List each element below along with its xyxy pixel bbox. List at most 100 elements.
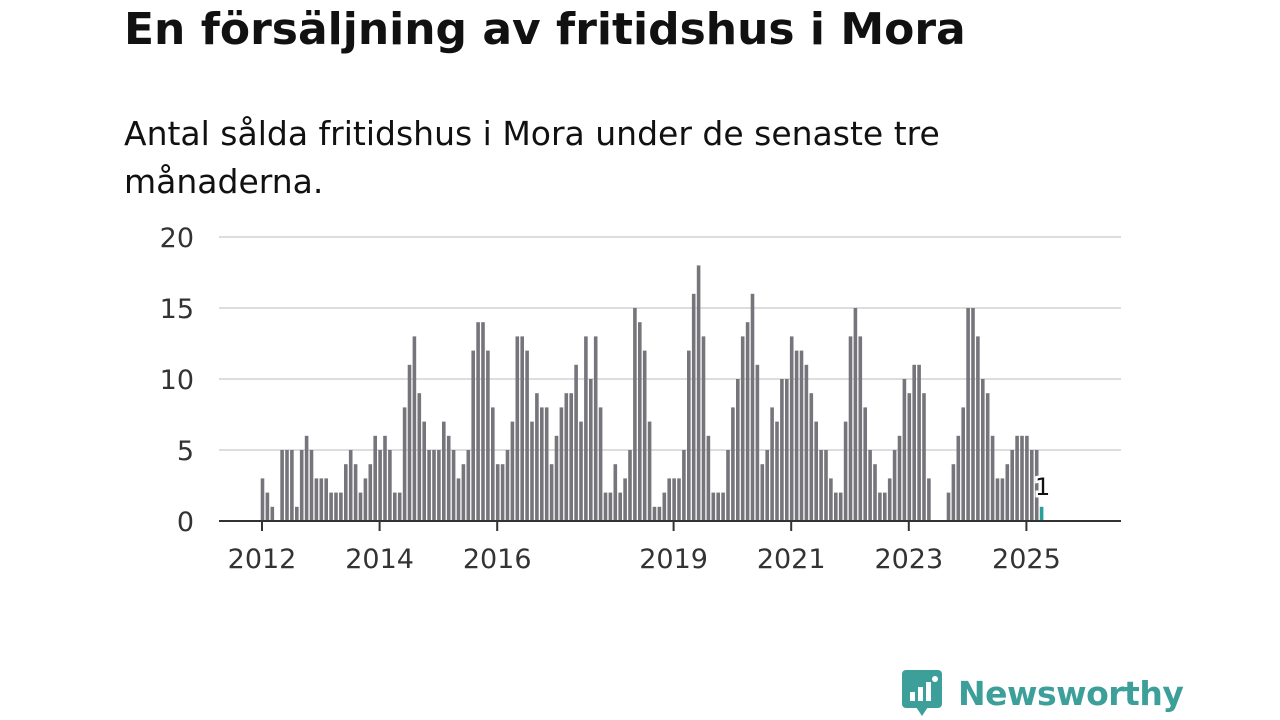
bar: [260, 478, 265, 521]
bar: [726, 450, 730, 521]
y-axis-ticks: 0 5 10 15 20: [160, 223, 194, 538]
bar: [339, 492, 343, 521]
bar: [682, 450, 686, 521]
bar: [672, 478, 676, 521]
bar: [295, 506, 299, 521]
bar: [628, 450, 632, 521]
x-tick-label: 2016: [463, 544, 532, 575]
bar: [393, 492, 397, 521]
bar: [995, 478, 1000, 521]
bar: [794, 350, 799, 521]
bar: [912, 364, 916, 521]
bar: [363, 478, 368, 521]
bar: [677, 478, 681, 521]
bar: [486, 350, 490, 521]
bar: [1015, 435, 1019, 521]
bar: [603, 492, 608, 521]
bar: [638, 322, 642, 521]
bar: [907, 393, 912, 521]
bar: [696, 265, 701, 521]
bar: [976, 336, 980, 521]
bar: [917, 364, 921, 521]
bar: [1030, 450, 1034, 521]
bar: [838, 492, 843, 521]
bar: [750, 293, 755, 521]
bar: [804, 364, 809, 521]
bar: [579, 421, 583, 521]
bar: [397, 492, 402, 521]
bar: [535, 393, 539, 521]
y-tick-label: 0: [177, 507, 194, 538]
bar: [407, 364, 412, 521]
bar: [476, 322, 480, 521]
page-title: En försäljning av fritidshus i Mora: [124, 4, 966, 55]
bar: [985, 393, 990, 521]
bar: [990, 435, 995, 521]
newsworthy-logo-icon: [902, 670, 942, 716]
bar: [971, 308, 975, 521]
bar: [780, 379, 784, 521]
x-tick-label: 2014: [345, 544, 414, 575]
bar: [736, 379, 740, 521]
y-tick-label: 10: [160, 365, 194, 396]
bar: [265, 492, 270, 521]
bar: [471, 350, 475, 521]
bar: [961, 407, 965, 521]
bar: [525, 350, 529, 521]
bar: [1000, 478, 1005, 521]
bar: [544, 407, 549, 521]
bar: [309, 450, 314, 521]
bar: [314, 478, 319, 521]
bar: [1020, 435, 1024, 521]
bar: [290, 450, 294, 521]
bar: [388, 450, 392, 521]
bar: [657, 506, 662, 521]
bar: [721, 492, 725, 521]
bar: [892, 450, 897, 521]
bar: [520, 336, 524, 521]
bar: [456, 478, 461, 521]
bar: [887, 478, 892, 521]
bar: [765, 450, 769, 521]
x-axis-ticks: 2012 2014 2016 2019 2021 2023 2025: [228, 521, 1061, 575]
bar: [378, 450, 382, 521]
bar: [711, 492, 716, 521]
bar: [785, 379, 789, 521]
bar: [319, 478, 324, 521]
bar: [584, 336, 588, 521]
bar: [324, 478, 328, 521]
bar: [652, 506, 657, 521]
bar: [304, 435, 309, 521]
bar: [481, 322, 485, 521]
bar: [843, 421, 848, 521]
bar: [368, 464, 373, 521]
bar: [373, 435, 377, 521]
bar: [701, 336, 706, 521]
bar: [799, 350, 804, 521]
bar: [299, 450, 304, 521]
bar: [451, 450, 456, 521]
bar: [1005, 464, 1010, 521]
bar: [530, 421, 534, 521]
bar: [554, 435, 559, 521]
bar: [510, 421, 515, 521]
bar: [598, 407, 603, 521]
bar: [412, 336, 417, 521]
x-tick-label: 2019: [639, 544, 708, 575]
bar: [687, 350, 691, 521]
bar: [745, 322, 750, 521]
bar: [569, 393, 573, 521]
bar: [770, 407, 774, 521]
bar: [897, 435, 902, 521]
bar-highlight: [1039, 506, 1044, 521]
bar: [437, 450, 441, 521]
y-tick-label: 20: [160, 223, 194, 254]
bar: [966, 308, 970, 521]
x-tick-label: 2012: [228, 544, 297, 575]
bars: [260, 265, 1044, 521]
bar: [329, 492, 333, 521]
bar: [353, 464, 358, 521]
bar: [515, 336, 520, 521]
bar: [549, 464, 554, 521]
bar: [505, 450, 510, 521]
